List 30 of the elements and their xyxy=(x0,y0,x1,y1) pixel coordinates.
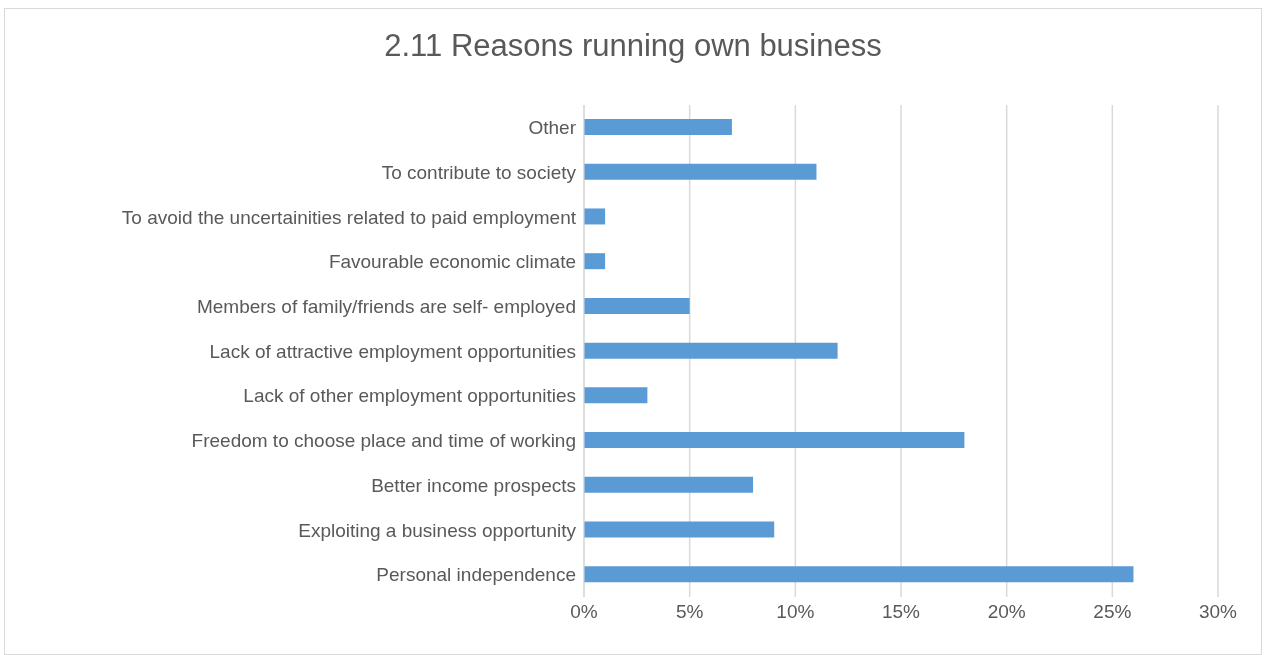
x-tick-label: 15% xyxy=(881,601,921,623)
y-tick-label: Exploiting a business opportunity xyxy=(298,519,577,541)
x-tick-label: 25% xyxy=(1093,601,1132,623)
bar xyxy=(584,253,606,270)
y-tick-label: Other xyxy=(528,117,577,139)
y-tick-label: Members of family/friends are self- employed xyxy=(196,296,576,318)
y-tick-label: Better income prospects xyxy=(371,474,576,496)
y-tick-label: Lack of attractive employment opportunities xyxy=(209,340,576,362)
bar xyxy=(584,387,648,404)
bar xyxy=(584,476,754,493)
x-tick-label: 30% xyxy=(1198,601,1238,623)
y-tick-label: Freedom to choose place and time of working xyxy=(191,430,576,452)
bar xyxy=(584,297,690,314)
chart-title: 2.11 Reasons running own business xyxy=(383,28,883,64)
y-tick-label: Personal independence xyxy=(376,564,576,586)
y-tick-label: Lack of other employment opportunities xyxy=(243,385,576,407)
y-tick-label: To avoid the uncertainities related to paid employment xyxy=(121,206,577,228)
y-tick-label: Favourable economic climate xyxy=(328,251,576,273)
bar xyxy=(584,521,775,538)
bar xyxy=(584,163,817,180)
bar xyxy=(584,432,965,449)
bar xyxy=(584,342,838,359)
x-tick-label: 10% xyxy=(776,601,815,623)
y-tick-label: To contribute to society xyxy=(381,161,577,183)
bar xyxy=(584,566,1134,583)
bar xyxy=(584,208,606,225)
bar xyxy=(584,119,732,135)
x-tick-label: 0% xyxy=(570,601,598,623)
x-tick-label: 5% xyxy=(675,601,704,623)
x-tick-label: 20% xyxy=(987,601,1026,623)
